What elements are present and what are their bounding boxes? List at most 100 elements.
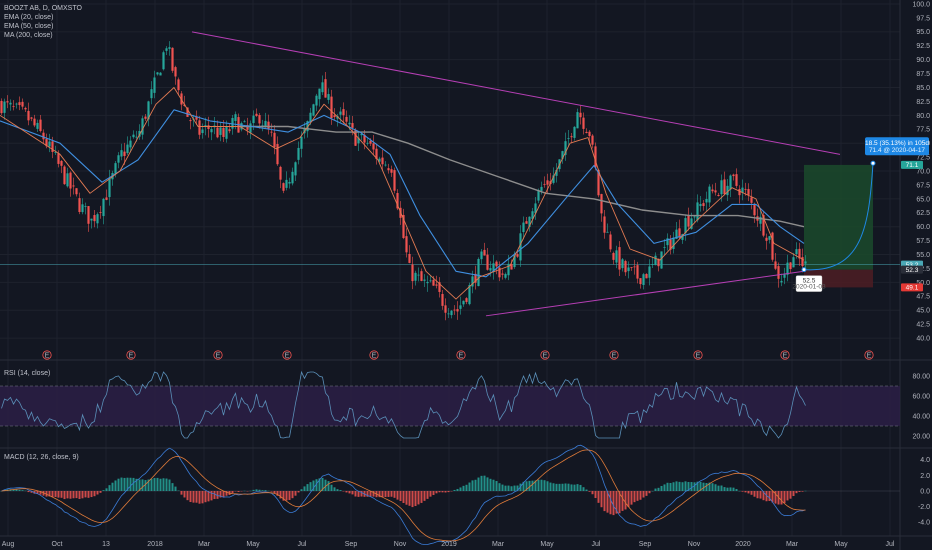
- macd-histogram-bar: [507, 485, 510, 491]
- macd-histogram-bar: [252, 489, 255, 491]
- candle-body: [768, 236, 771, 240]
- candle-body: [390, 169, 393, 173]
- time-tick-label: May: [246, 541, 260, 548]
- candle-body: [363, 134, 366, 143]
- candle-body: [123, 151, 126, 156]
- candle-body: [795, 249, 798, 255]
- candle-body: [393, 170, 396, 191]
- price-tick-label: 67.5: [916, 182, 930, 189]
- candle-body: [762, 215, 765, 236]
- candle-body: [78, 198, 81, 213]
- candlesticks: [0, 41, 807, 321]
- candle-body: [747, 189, 750, 195]
- candle-body: [402, 214, 405, 238]
- candle-body: [90, 218, 93, 221]
- candle-body: [228, 129, 231, 132]
- time-tick-label: Jul: [592, 541, 601, 548]
- macd-histogram-bar: [501, 484, 504, 491]
- candle-body: [540, 186, 543, 191]
- candle-body: [84, 205, 87, 207]
- entry-label-line2: 2020-01-03: [792, 284, 826, 291]
- time-tick-label: Mar: [198, 541, 211, 548]
- macd-histogram-bar: [165, 478, 168, 491]
- macd-histogram-bar: [135, 478, 138, 491]
- candle-body: [780, 280, 783, 283]
- candle-body: [279, 166, 282, 180]
- candle-body: [204, 125, 207, 127]
- symbol-title[interactable]: BOOZT AB, D, OMXSTO: [4, 5, 82, 12]
- candle-body: [585, 131, 588, 133]
- ema20-line: [0, 87, 805, 300]
- price-tag-box: [901, 160, 923, 169]
- candle-body: [351, 123, 354, 128]
- macd-histogram-bar: [378, 491, 381, 498]
- candle-body: [456, 309, 459, 312]
- macd-histogram-bar: [285, 491, 288, 501]
- price-tick-label: 100.0: [912, 1, 930, 8]
- macd-histogram-bar: [633, 491, 636, 503]
- ema20-legend[interactable]: EMA (20, close): [4, 14, 54, 21]
- candle-body: [525, 221, 528, 224]
- time-tick-label: Mar: [786, 541, 799, 548]
- candle-body: [24, 107, 27, 110]
- candle-body: [342, 109, 345, 116]
- macd-histogram-bar: [102, 490, 105, 491]
- macd-histogram-bar: [369, 491, 372, 497]
- candle-body: [450, 310, 453, 316]
- price-tick-label: 87.5: [916, 71, 930, 78]
- time-tick-label: May: [540, 541, 554, 548]
- candle-body: [87, 206, 90, 224]
- macd-histogram-bar: [708, 482, 711, 491]
- macd-histogram-bar: [300, 489, 303, 491]
- time-tick-label: Sep: [639, 541, 652, 548]
- price-tick-label: 70.0: [916, 168, 930, 175]
- price-tag-label: 49.1: [906, 285, 919, 292]
- candle-body: [630, 267, 633, 268]
- candle-body: [60, 160, 63, 166]
- macd-title[interactable]: MACD (12, 26, close, 9): [4, 454, 79, 461]
- candle-body: [714, 190, 717, 193]
- candle-body: [177, 79, 180, 91]
- candle-body: [105, 197, 108, 200]
- candle-body: [621, 259, 624, 269]
- macd-histogram-bar: [597, 491, 600, 503]
- ma200-line: [240, 125, 805, 228]
- candle-body: [273, 132, 276, 148]
- macd-histogram-bar: [432, 491, 435, 496]
- macd-histogram-bar: [636, 491, 639, 501]
- macd-histogram-bar: [78, 491, 81, 500]
- ema50-legend[interactable]: EMA (50, close): [4, 23, 54, 30]
- macd-histogram-bar: [795, 491, 798, 494]
- candle-body: [495, 261, 498, 267]
- price-tick-label: 95.0: [916, 29, 930, 36]
- macd-histogram-bar: [465, 484, 468, 491]
- macd-histogram-bar: [96, 491, 99, 495]
- macd-histogram-bar: [747, 491, 750, 494]
- macd-histogram-bar: [372, 491, 375, 497]
- macd-histogram-bar: [699, 481, 702, 491]
- candle-body: [6, 101, 9, 103]
- price-tick-label: 47.5: [916, 294, 930, 301]
- candle-body: [18, 102, 21, 106]
- earnings-icon: [693, 350, 703, 360]
- trendlines[interactable]: [191, 31, 876, 317]
- candle-body: [114, 163, 117, 174]
- macd-histogram-bar: [468, 482, 471, 491]
- candle-body: [210, 129, 213, 133]
- candle-body: [753, 203, 756, 216]
- price-tick-label: 90.0: [916, 57, 930, 64]
- candle-body: [333, 115, 336, 118]
- earnings-icon: [780, 350, 790, 360]
- macd-histogram-bar: [207, 491, 210, 502]
- candle-body: [597, 169, 600, 196]
- candle-body: [546, 180, 549, 185]
- candle-body: [408, 253, 411, 263]
- macd-histogram-bar: [504, 485, 507, 491]
- ma200-legend[interactable]: MA (200, close): [4, 32, 53, 39]
- candle-body: [309, 112, 312, 122]
- macd-histogram-bar: [642, 491, 645, 498]
- candle-body: [720, 180, 723, 195]
- rsi-title[interactable]: RSI (14, close): [4, 370, 51, 377]
- macd-histogram-bar: [210, 491, 213, 501]
